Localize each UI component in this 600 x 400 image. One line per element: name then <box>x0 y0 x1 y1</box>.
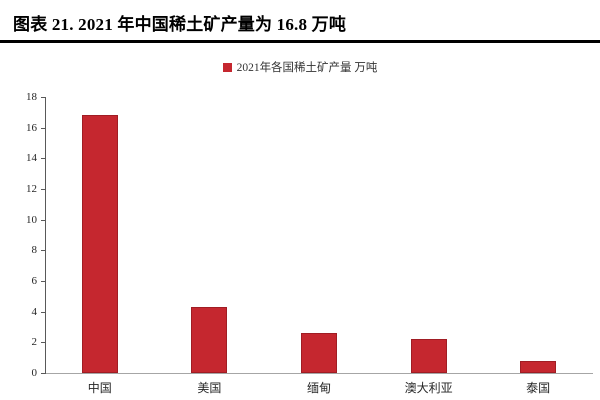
x-axis-category-label: 澳大利亚 <box>404 381 453 395</box>
y-axis-tick <box>41 127 45 129</box>
y-axis-tick-label: 18 <box>26 91 37 103</box>
legend-label: 2021年各国稀土矿产量 万吨 <box>236 62 378 74</box>
y-axis-tick-label: 10 <box>26 213 37 226</box>
y-axis-tick <box>41 311 45 313</box>
bar-chart: 中国 美国 缅甸 澳大利亚 泰国 <box>41 97 593 395</box>
y-axis-tick-label: 16 <box>26 121 37 134</box>
x-axis-category-label: 中国 <box>87 381 112 395</box>
y-axis-tick-label: 6 <box>31 275 38 287</box>
x-axis-category-label: 缅甸 <box>306 381 331 395</box>
y-axis-tick-label: 12 <box>26 183 37 195</box>
y-axis-tick <box>41 189 45 190</box>
y-axis-tick <box>41 158 45 160</box>
y-axis-tick <box>41 219 45 221</box>
chart-legend: 2021年各国稀土矿产量 万吨 <box>0 59 600 75</box>
y-axis-line <box>45 97 46 374</box>
y-axis-tick <box>41 97 45 98</box>
bar-中国 <box>81 115 118 373</box>
y-axis-tick-label: 2 <box>31 336 38 349</box>
y-axis-tick <box>41 373 45 374</box>
x-axis-category-label: 泰国 <box>526 381 551 395</box>
x-axis-line <box>45 373 593 374</box>
y-axis-tick <box>41 342 45 344</box>
y-axis-tick-label: 14 <box>26 152 37 165</box>
y-axis-tick-label: 0 <box>31 367 38 379</box>
chart-title: 图表 21. 2021 年中国稀土矿产量为 16.8 万吨 <box>13 15 347 34</box>
bar-澳大利亚 <box>410 339 447 373</box>
y-axis-tick <box>41 250 45 252</box>
y-axis-tick-label: 8 <box>31 244 38 257</box>
bar-泰国 <box>520 361 557 373</box>
x-axis-category-label: 美国 <box>197 381 222 395</box>
bar-缅甸 <box>301 333 337 373</box>
y-axis-labels: 0 2 4 6 8 10 12 14 16 18 <box>0 91 38 379</box>
y-axis-tick <box>41 281 45 282</box>
legend-marker-icon <box>222 62 232 72</box>
y-axis-tick-label: 4 <box>31 305 38 318</box>
title-divider <box>0 40 600 43</box>
bar-美国 <box>191 307 228 373</box>
